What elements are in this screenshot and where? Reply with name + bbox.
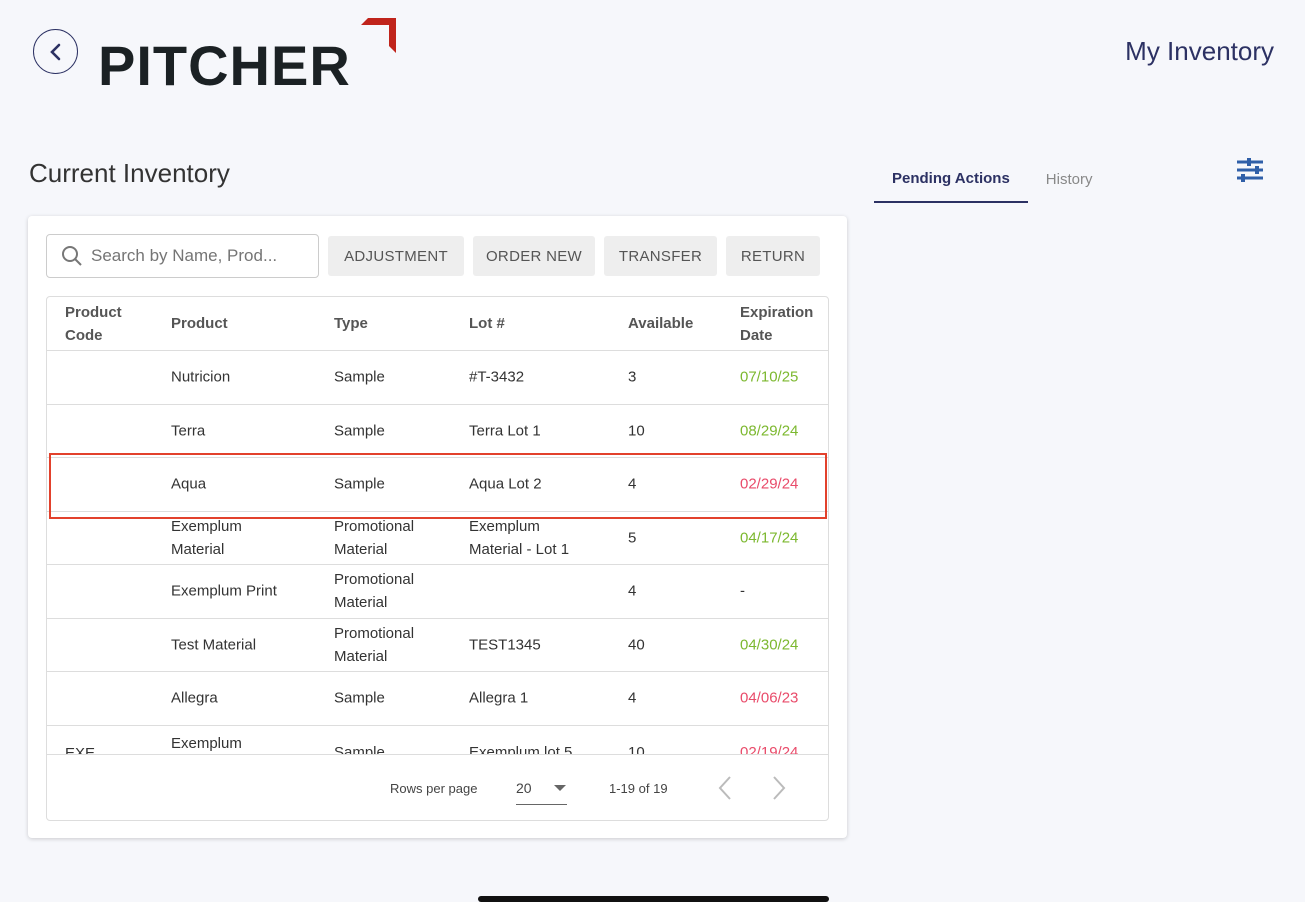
cell-lot: Allegra 1 [469,689,529,707]
cell-type: Sample [334,422,385,440]
rows-per-page-select[interactable]: 20 [516,775,567,805]
cell-available: 5 [628,529,637,547]
cell-lot: Exemplum lot 5 [469,743,573,755]
table-row[interactable]: Test Material Promotional Material TEST134… [47,619,828,672]
cell-product: Exemplum Print [171,582,277,600]
cell-expiration: 04/30/24 [740,636,799,654]
cell-product: Terra [171,422,206,440]
cell-available: 4 [628,475,637,493]
column-header-lot[interactable]: Lot # [469,315,505,332]
transfer-button[interactable]: TRANSFER [604,236,717,276]
cell-expiration: 07/10/25 [740,368,799,386]
inventory-table: Product Code Product Type Lot # Availabl… [46,296,829,821]
back-button[interactable] [33,29,78,74]
caret-down-icon [554,784,566,791]
cell-product: Nutricion [171,368,231,386]
cell-available: 10 [628,743,645,755]
column-header-product[interactable]: Product [171,315,228,332]
cell-product: Exemplum [171,734,242,752]
cell-product: Aqua [171,475,207,493]
table-row[interactable]: EXE Exemplum Sample Exemplum lot 5 10 02/19/2… [47,726,828,755]
cell-available: 40 [628,636,645,654]
inventory-card: ADJUSTMENT ORDER NEW TRANSFER RETURN Pro… [28,216,847,838]
cell-lot: Aqua Lot 2 [469,475,542,493]
adjustment-button[interactable]: ADJUSTMENT [328,236,464,276]
cell-product: Test Material [171,636,257,654]
rows-per-page-label: Rows per page [390,781,478,796]
cell-available: 10 [628,422,645,440]
cell-lot: #T-3432 [469,368,525,386]
tab-history[interactable]: History [1045,170,1093,188]
cell-expiration: 08/29/24 [740,422,799,440]
page-range: 1-19 of 19 [609,781,668,796]
return-button[interactable]: RETURN [726,236,820,276]
pagination: Rows per page 20 1-19 of 19 [47,754,828,820]
cell-available: 4 [628,582,637,600]
cell-type: Promotional Material [334,571,415,612]
cell-product: Exemplum Material [171,517,242,558]
table-row[interactable]: Terra Sample Terra Lot 1 10 08/29/24 [47,405,828,458]
cell-expiration: 02/29/24 [740,475,799,493]
home-indicator [478,896,829,902]
cell-type: Sample [334,475,385,493]
cell-lot: Terra Lot 1 [469,422,541,440]
column-header-type[interactable]: Type [334,315,368,332]
column-header-available[interactable]: Available [628,315,694,332]
sliders-icon[interactable] [1235,157,1265,183]
rows-per-page-value: 20 [516,779,532,796]
table-row[interactable]: Aqua Sample Aqua Lot 2 4 02/29/24 [47,458,828,512]
pitcher-logo: PITCHER [98,18,398,94]
search-icon [62,246,82,266]
cell-available: 3 [628,368,637,386]
logo-text: PITCHER [98,34,351,97]
column-header-product-code[interactable]: Product Code [65,304,122,344]
cell-type: Promotional Material [334,624,415,665]
cell-type: Sample [334,689,385,707]
prev-page-button[interactable] [717,775,733,801]
app-title: My Inventory [1125,36,1274,66]
cell-code: EXE [65,744,96,755]
cell-lot: TEST1345 [469,636,541,654]
section-title: Current Inventory [29,158,230,188]
table-row[interactable]: Nutricion Sample #T-3432 3 07/10/25 [47,351,828,405]
tab-pending-actions[interactable]: Pending Actions [874,155,1028,203]
logo-arrow-mark [361,18,396,53]
order-new-button[interactable]: ORDER NEW [473,236,595,276]
search-input[interactable] [91,246,311,266]
cell-expiration: 02/19/24 [740,743,799,755]
table-row[interactable]: Exemplum Material Promotional Material Exe… [47,512,828,565]
cell-expiration: - [740,582,745,600]
cell-expiration: 04/17/24 [740,529,799,547]
next-page-button[interactable] [771,775,787,801]
cell-product: Allegra [171,689,218,707]
cell-available: 4 [628,689,637,707]
cell-type: Sample [334,368,385,386]
search-box[interactable] [46,234,319,278]
table-body: Nutricion Sample #T-3432 3 07/10/25 Terra Samp… [47,351,828,754]
table-row[interactable]: Exemplum Print Promotional Material 4 - [47,565,828,619]
cell-type: Promotional Material [334,517,415,558]
chevron-left-icon [49,43,60,60]
cell-type: Sample [334,743,385,755]
tabs: Pending Actions History [874,155,1110,203]
column-header-expiration-date[interactable]: Expiration Date [740,304,814,344]
cell-lot: Exemplum Material - Lot 1 [469,517,570,558]
table-header: Product Code Product Type Lot # Availabl… [47,297,828,351]
cell-expiration: 04/06/23 [740,689,799,707]
table-row[interactable]: Allegra Sample Allegra 1 4 04/06/23 [47,672,828,726]
